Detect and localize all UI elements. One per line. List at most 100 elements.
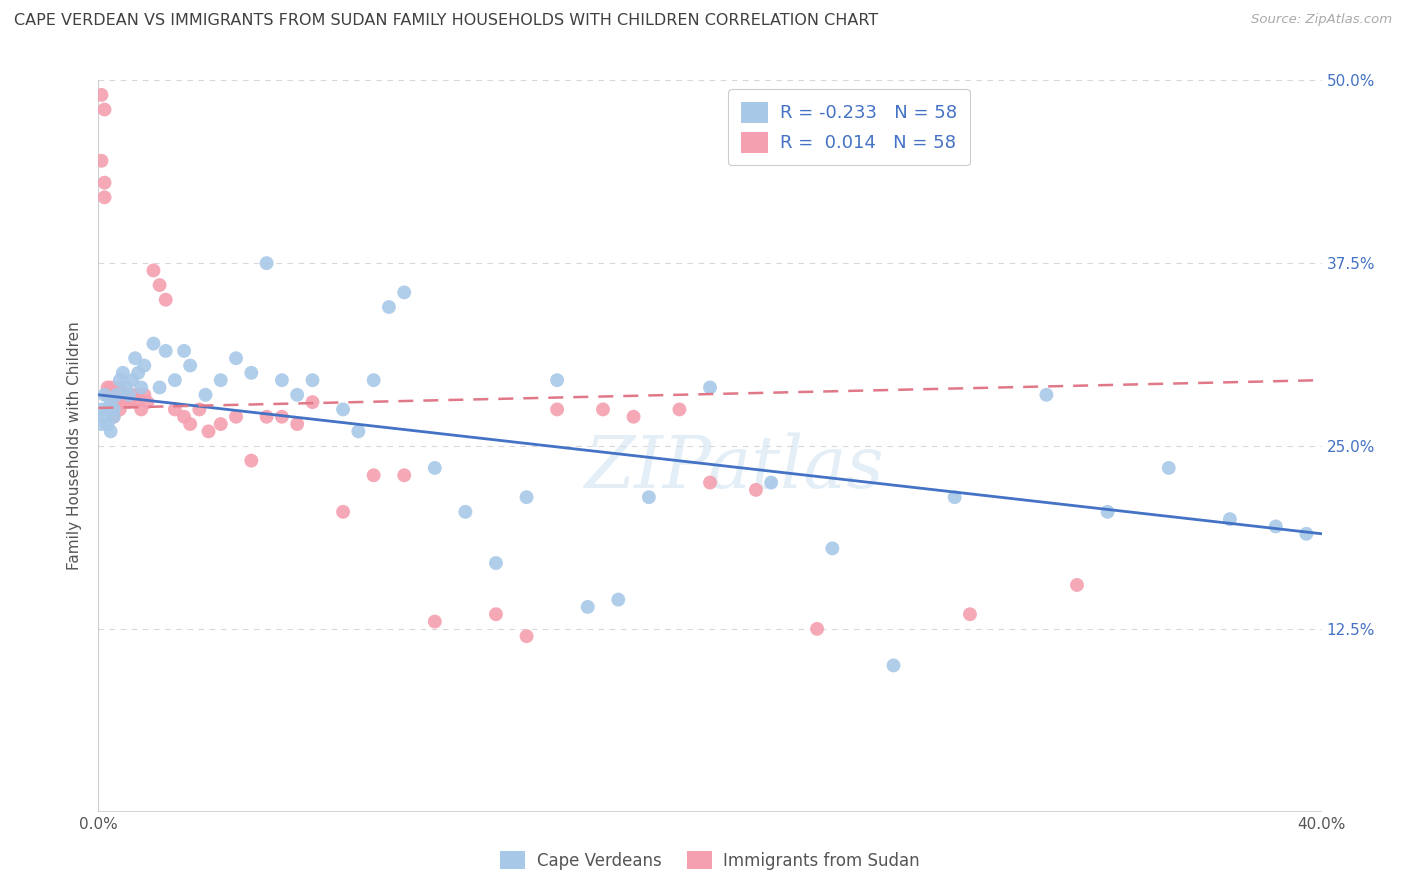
Point (1157, 461, 1180, 475)
Point (285, 388, 308, 402)
Point (607, 592, 630, 607)
Point (1066, 578, 1088, 592)
Point (1097, 505, 1119, 519)
Point (240, 453, 263, 467)
Point (93, 176, 115, 190)
Point (188, 402, 211, 417)
Point (149, 278, 172, 293)
Point (546, 402, 568, 417)
Point (592, 402, 614, 417)
Point (105, 388, 128, 402)
Point (115, 380, 138, 394)
Point (179, 417, 201, 431)
Legend: Cape Verdeans, Immigrants from Sudan: Cape Verdeans, Immigrants from Sudan (494, 845, 927, 877)
Point (127, 388, 149, 402)
Point (806, 622, 828, 636)
Point (118, 395, 141, 409)
Point (423, 615, 446, 629)
Point (745, 483, 768, 497)
Point (179, 359, 201, 373)
Point (108, 373, 131, 387)
Point (124, 351, 146, 366)
Point (623, 409, 645, 424)
Point (111, 388, 134, 402)
Point (347, 425, 370, 439)
Point (516, 629, 538, 643)
Point (1264, 519, 1286, 533)
Point (301, 395, 323, 409)
Point (100, 380, 122, 394)
Point (173, 409, 195, 424)
Point (270, 373, 292, 387)
Point (115, 388, 138, 402)
Point (118, 388, 141, 402)
Point (100, 395, 122, 409)
Point (155, 343, 177, 358)
Point (392, 285, 416, 300)
Point (668, 402, 690, 417)
Point (149, 380, 172, 394)
Point (97, 380, 120, 394)
Point (516, 490, 538, 504)
Point (100, 388, 122, 402)
Point (225, 351, 247, 366)
Text: CAPE VERDEAN VS IMMIGRANTS FROM SUDAN FAMILY HOUSEHOLDS WITH CHILDREN CORRELATIO: CAPE VERDEAN VS IMMIGRANTS FROM SUDAN FA… (14, 13, 879, 29)
Point (108, 402, 131, 417)
Point (111, 366, 134, 380)
Point (103, 409, 125, 424)
Point (1219, 512, 1241, 526)
Point (100, 388, 122, 402)
Point (93, 388, 115, 402)
Point (576, 599, 599, 614)
Point (97, 417, 120, 431)
Point (485, 556, 508, 570)
Point (959, 607, 981, 622)
Point (155, 293, 177, 307)
Point (103, 402, 125, 417)
Point (209, 417, 232, 431)
Point (97, 388, 120, 402)
Point (118, 388, 141, 402)
Point (105, 388, 128, 402)
Point (943, 490, 966, 504)
Point (90, 402, 112, 417)
Point (90, 417, 112, 431)
Point (121, 388, 143, 402)
Point (97, 388, 120, 402)
Text: Source: ZipAtlas.com: Source: ZipAtlas.com (1251, 13, 1392, 27)
Point (136, 395, 159, 409)
Point (163, 373, 186, 387)
Point (103, 409, 125, 424)
Point (209, 373, 232, 387)
Point (121, 373, 143, 387)
Point (90, 153, 112, 168)
Point (270, 409, 292, 424)
Point (129, 380, 152, 394)
Point (225, 409, 247, 424)
Point (108, 380, 131, 394)
Point (93, 103, 115, 117)
Point (111, 395, 134, 409)
Point (454, 505, 477, 519)
Point (637, 490, 661, 504)
Point (105, 395, 128, 409)
Point (699, 380, 721, 394)
Point (332, 505, 354, 519)
Point (301, 373, 323, 387)
Point (256, 409, 278, 424)
Point (546, 373, 568, 387)
Point (485, 607, 508, 622)
Point (142, 263, 165, 277)
Point (134, 388, 156, 402)
Point (197, 425, 219, 439)
Point (883, 658, 905, 673)
Point (1035, 388, 1057, 402)
Point (142, 336, 165, 351)
Point (127, 366, 149, 380)
Point (392, 468, 416, 483)
Y-axis label: Family Households with Children: Family Households with Children (67, 322, 83, 570)
Point (285, 417, 308, 431)
Point (194, 388, 217, 402)
Point (124, 395, 146, 409)
Point (363, 468, 385, 483)
